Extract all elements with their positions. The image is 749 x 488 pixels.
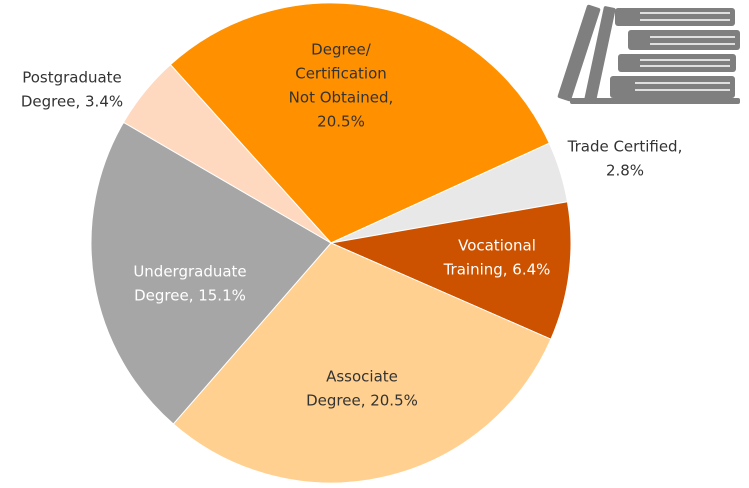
pie-slice bbox=[329, 201, 572, 340]
labels: Degree/Certification Not Obtained, 20.5% Tr… bbox=[21, 41, 682, 410]
slice-label: Trade Certified, bbox=[567, 138, 683, 156]
slice-label: Certification bbox=[295, 65, 387, 83]
slice-label: Training, 6.4% bbox=[443, 261, 551, 279]
pie bbox=[90, 2, 572, 484]
slice-label: Associate bbox=[326, 368, 398, 386]
slice-label: Degree, 15.1% bbox=[134, 287, 246, 305]
slice-label: Degree/ bbox=[311, 41, 372, 59]
slice-label: Postgraduate bbox=[22, 69, 122, 87]
slice-label: Degree, 3.4% bbox=[21, 93, 123, 111]
slice-label: Undergraduate bbox=[133, 263, 246, 281]
pie-slice bbox=[169, 2, 550, 244]
slice-label: 2.8% bbox=[606, 162, 644, 180]
slice-label: Not Obtained, bbox=[289, 89, 394, 107]
slice-label: Vocational bbox=[458, 237, 536, 255]
books-icon bbox=[557, 4, 740, 104]
pie-slice bbox=[172, 242, 552, 484]
pie-slice bbox=[122, 63, 332, 244]
pie-slice bbox=[90, 121, 332, 425]
slice-label: Degree, 20.5% bbox=[306, 392, 418, 410]
slice-label: 20.5% bbox=[317, 113, 365, 131]
